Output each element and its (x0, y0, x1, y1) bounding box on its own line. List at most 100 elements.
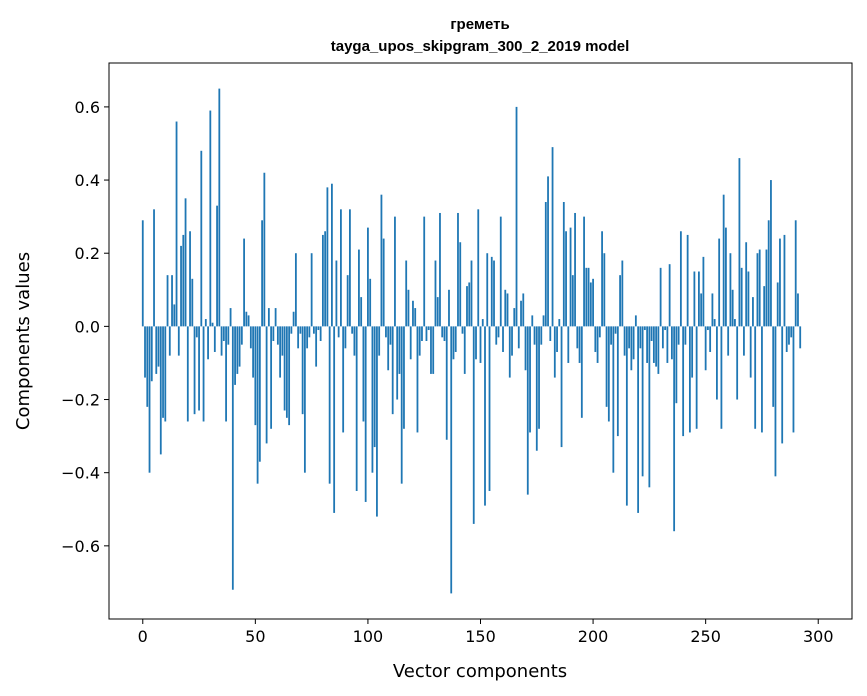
bar-28 (204, 319, 207, 327)
bar-192 (574, 212, 576, 327)
bar-196 (583, 216, 585, 327)
bar-129 (432, 326, 435, 374)
bar-175 (535, 326, 538, 451)
bar-278 (767, 220, 770, 327)
bar-254 (713, 319, 716, 327)
bar-173 (531, 315, 534, 327)
bar-238 (677, 326, 680, 345)
bar-83 (328, 326, 331, 484)
bar-65 (288, 326, 291, 426)
bar-74 (308, 326, 311, 338)
bar-34 (218, 88, 221, 327)
bar-133 (441, 326, 444, 338)
bar-46 (245, 311, 248, 327)
bar-3 (148, 326, 151, 473)
bar-148 (475, 326, 477, 360)
bar-39 (229, 308, 232, 327)
bar-122 (416, 326, 419, 433)
chart-title-line2: tayga_upos_skipgram_300_2_2019 model (331, 38, 630, 55)
bar-89 (342, 326, 345, 433)
bar-249 (702, 256, 705, 327)
bar-213 (621, 260, 624, 327)
bar-162 (506, 293, 509, 327)
bar-7 (157, 326, 160, 367)
bar-142 (461, 326, 464, 334)
bar-139 (454, 326, 457, 352)
bar-5 (153, 209, 155, 327)
bar-201 (594, 326, 597, 352)
bar-26 (200, 150, 203, 327)
bar-23 (193, 326, 196, 415)
bar-164 (511, 326, 513, 356)
bar-234 (668, 264, 671, 327)
bar-75 (310, 253, 313, 327)
bar-203 (598, 326, 601, 338)
bar-154 (488, 326, 491, 491)
bar-262 (731, 289, 734, 327)
y-tick-label: 0.6 (75, 98, 100, 117)
bar-291 (797, 293, 799, 327)
bar-199 (589, 282, 592, 327)
bar-2 (146, 326, 149, 407)
bar-214 (623, 326, 626, 356)
bar-289 (792, 326, 795, 433)
bar-131 (436, 297, 439, 327)
bar-90 (344, 326, 347, 349)
bar-266 (740, 267, 743, 327)
bar-147 (472, 326, 475, 524)
bar-285 (783, 234, 786, 327)
bar-204 (601, 231, 603, 327)
bar-271 (752, 297, 754, 327)
bar-279 (770, 180, 772, 327)
bar-50 (254, 326, 257, 426)
bar-225 (648, 326, 651, 488)
bar-205 (603, 253, 606, 327)
bar-108 (385, 326, 387, 338)
bar-212 (619, 275, 621, 327)
bar-49 (252, 326, 254, 378)
bar-36 (222, 326, 225, 341)
bar-195 (580, 326, 583, 418)
bar-174 (533, 326, 536, 345)
bar-283 (779, 238, 781, 327)
x-tick-label: 0 (138, 627, 148, 646)
bar-169 (522, 293, 525, 327)
bar-85 (333, 326, 336, 513)
bar-280 (772, 326, 775, 407)
bar-251 (707, 326, 709, 331)
bar-286 (785, 326, 788, 352)
bar-261 (729, 253, 732, 327)
bar-223 (643, 326, 646, 331)
bar-231 (661, 326, 664, 349)
bar-219 (634, 315, 637, 327)
chart-title-line1: греметь (450, 16, 509, 33)
bar-166 (515, 106, 518, 327)
bar-144 (466, 286, 468, 327)
bar-40 (231, 326, 234, 590)
bar-30 (209, 110, 212, 327)
bar-179 (544, 202, 547, 327)
bar-8 (159, 326, 162, 455)
y-tick-label: 0.0 (75, 317, 100, 336)
bar-273 (756, 253, 759, 327)
bar-9 (162, 326, 164, 418)
x-axis-label: Vector components (393, 661, 567, 682)
bar-220 (637, 326, 640, 513)
bar-124 (421, 326, 423, 341)
bar-109 (387, 326, 390, 371)
bar-194 (578, 326, 581, 363)
bar-268 (745, 242, 748, 327)
bar-193 (576, 326, 579, 349)
bar-101 (369, 278, 372, 327)
bar-120 (412, 300, 414, 327)
bar-113 (396, 326, 399, 400)
bar-59 (274, 308, 277, 327)
bar-157 (495, 326, 498, 345)
bar-248 (700, 293, 703, 327)
bar-178 (542, 315, 545, 327)
bar-151 (481, 319, 484, 327)
bar-104 (376, 326, 378, 517)
bar-227 (652, 326, 655, 363)
bar-274 (758, 249, 761, 327)
bar-99 (364, 326, 367, 502)
